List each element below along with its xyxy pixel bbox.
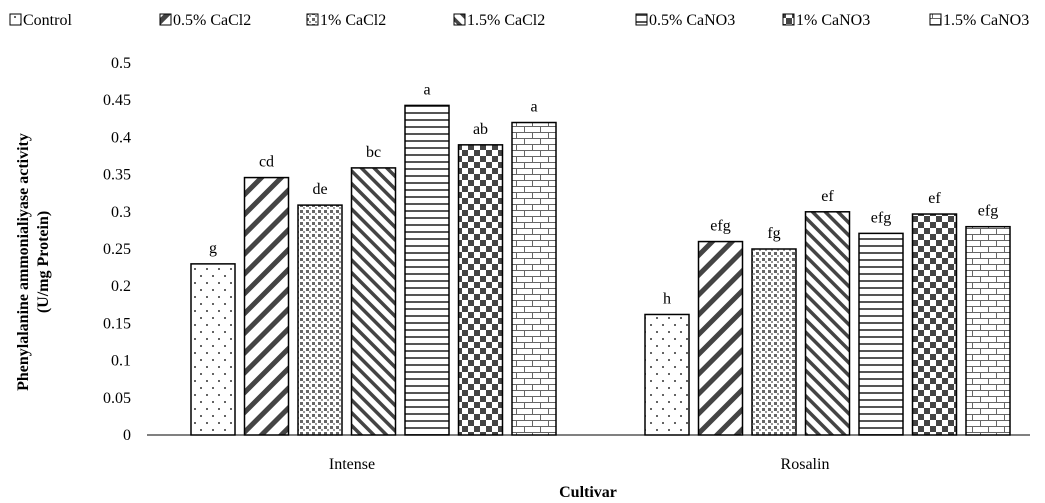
legend-item: 0.5% CaCl2 xyxy=(159,12,251,29)
legend-item: Control xyxy=(9,12,72,29)
y-tick-label: 0.25 xyxy=(103,241,131,258)
bar xyxy=(190,263,236,436)
y-tick-label: 0.4 xyxy=(111,129,131,146)
bar-significance-label: a xyxy=(423,81,430,98)
bar-significance-label: cd xyxy=(259,154,274,171)
bar-significance-label: efg xyxy=(710,218,730,235)
y-axis-ticks: 0 0.05 0.1 0.15 0.2 0.25 0.3 0.35 0.4 0.45 0.5 xyxy=(103,55,131,444)
bar xyxy=(457,144,504,436)
legend-label: 1% CaCl2 xyxy=(320,12,386,29)
y-tick-label: 0.45 xyxy=(103,92,131,109)
bar xyxy=(297,204,343,436)
y-axis-title-line-2: (U/mg Protein) xyxy=(35,211,52,313)
bar-significance-label: g xyxy=(209,240,217,257)
legend-swatch xyxy=(782,13,795,26)
legend-item: 1.5% CaCl2 xyxy=(453,12,545,29)
y-axis-title: Phenylalanine ammonialiyase activity (U/… xyxy=(15,133,52,391)
y-tick-label: 0 xyxy=(123,427,131,444)
y-tick-label: 0.15 xyxy=(103,315,131,332)
legend-item: 1% CaNO3 xyxy=(782,12,870,29)
bar xyxy=(751,248,797,436)
legend-item: 1.5% CaNO3 xyxy=(929,12,1029,29)
y-tick-label: 0.2 xyxy=(111,278,131,295)
bar-significance-label: a xyxy=(530,99,537,116)
bar-significance-label: h xyxy=(663,290,671,307)
legend-swatch xyxy=(9,13,22,26)
bar xyxy=(858,232,904,436)
bar xyxy=(804,211,851,436)
bars xyxy=(190,104,1011,436)
significance-labels: g h cd efg de fg bc ef a efg ab ef a efg xyxy=(209,81,998,307)
bar xyxy=(965,225,1011,436)
legend-swatch xyxy=(159,13,172,26)
x-axis-title: Cultivar xyxy=(559,484,617,501)
legend-item: 0.5% CaNO3 xyxy=(635,12,735,29)
bar-significance-label: ab xyxy=(473,121,488,138)
bar xyxy=(350,167,397,436)
y-tick-label: 0.1 xyxy=(111,353,131,370)
bar-significance-label: ef xyxy=(928,190,941,207)
bar-significance-label: ef xyxy=(821,188,834,205)
legend-swatch xyxy=(306,13,319,26)
legend-label: Control xyxy=(23,12,72,29)
x-axis-category-labels: Intense Rosalin xyxy=(329,456,830,473)
x-category-label: Intense xyxy=(329,456,375,473)
legend-label: 0.5% CaCl2 xyxy=(173,12,251,29)
x-category-label: Rosalin xyxy=(781,456,830,473)
legend-item: 1% CaCl2 xyxy=(306,12,386,29)
bar xyxy=(911,213,958,436)
bar-significance-label: fg xyxy=(767,225,780,242)
bar-significance-label: de xyxy=(312,181,327,198)
bar xyxy=(644,313,690,436)
bar xyxy=(511,121,557,436)
bar xyxy=(243,176,290,436)
legend-label: 1.5% CaNO3 xyxy=(943,12,1029,29)
legend-label: 1.5% CaCl2 xyxy=(467,12,545,29)
bar-significance-label: efg xyxy=(978,203,998,220)
bar xyxy=(697,240,744,436)
legend-label: 1% CaNO3 xyxy=(796,12,870,29)
legend-label: 0.5% CaNO3 xyxy=(649,12,735,29)
legend-swatch xyxy=(453,13,466,26)
legend: Control 0.5% CaCl2 1% CaCl2 1.5% CaCl2 0.5% … xyxy=(9,12,1029,29)
y-tick-label: 0.35 xyxy=(103,167,131,184)
y-tick-label: 0.05 xyxy=(103,390,131,407)
y-tick-label: 0.5 xyxy=(111,55,131,72)
y-tick-label: 0.3 xyxy=(111,204,131,221)
y-axis-title-line-1: Phenylalanine ammonialiyase activity xyxy=(15,133,32,391)
bar-significance-label: bc xyxy=(366,144,381,161)
legend-swatch xyxy=(635,13,648,26)
bar-significance-label: efg xyxy=(871,209,891,226)
legend-swatch xyxy=(929,13,942,26)
bar xyxy=(404,104,450,436)
